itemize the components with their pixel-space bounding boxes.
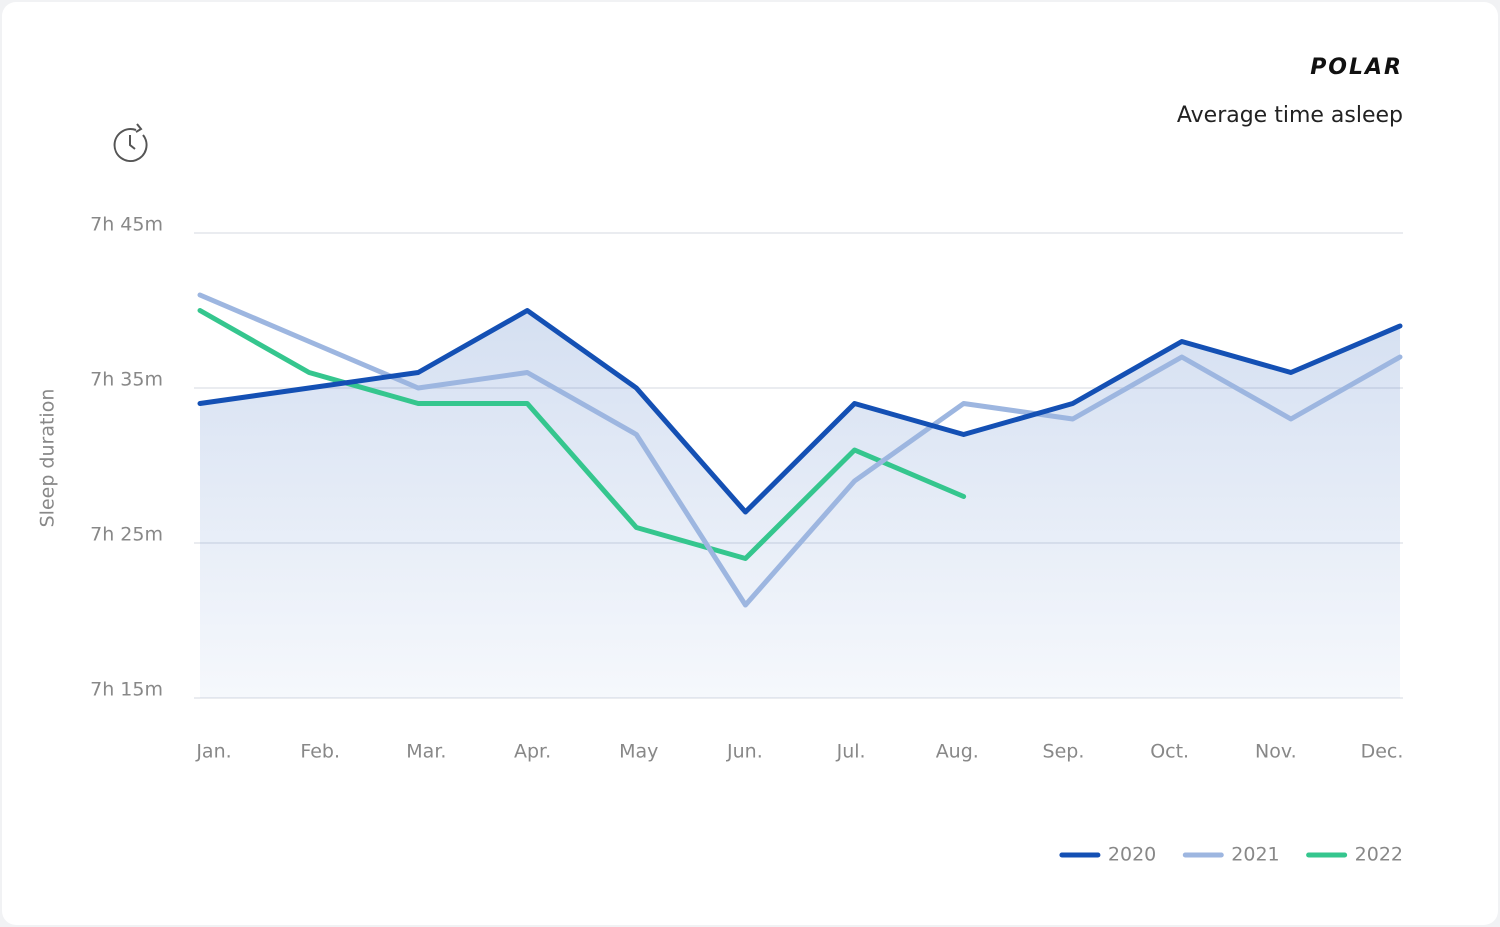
- x-tick-label: Nov.: [1255, 741, 1297, 763]
- x-tick-label: May: [619, 741, 658, 763]
- x-tick-label: Oct.: [1150, 741, 1189, 763]
- x-tick-label: Apr.: [514, 741, 551, 763]
- legend-label: 2020: [1108, 844, 1156, 866]
- x-tick-label: Dec.: [1361, 741, 1404, 763]
- legend-label: 2021: [1231, 844, 1279, 866]
- line: [197, 308, 1403, 515]
- legend-label: 2022: [1355, 844, 1403, 866]
- line: [197, 292, 1403, 608]
- x-tick-label: Jul.: [836, 741, 866, 763]
- x-tick-label: Mar.: [406, 741, 446, 763]
- y-tick-label: 7h 25m: [90, 524, 163, 546]
- brand-logo: POLAR: [1310, 55, 1403, 80]
- line: [197, 308, 967, 561]
- x-tick-label: Aug.: [936, 741, 979, 763]
- x-tick-label: Sep.: [1043, 741, 1085, 763]
- y-tick-label: 7h 45m: [90, 214, 163, 236]
- chart-title: Average time asleep: [1177, 103, 1403, 128]
- x-tick-label: Jun.: [726, 741, 763, 763]
- y-tick-label: 7h 15m: [90, 679, 163, 701]
- x-tick-label: Feb.: [300, 741, 340, 763]
- y-axis-label: Sleep duration: [37, 389, 59, 528]
- clock-icon: [113, 123, 148, 163]
- y-tick-label: 7h 35m: [90, 369, 163, 391]
- x-tick-label: Jan.: [195, 741, 231, 763]
